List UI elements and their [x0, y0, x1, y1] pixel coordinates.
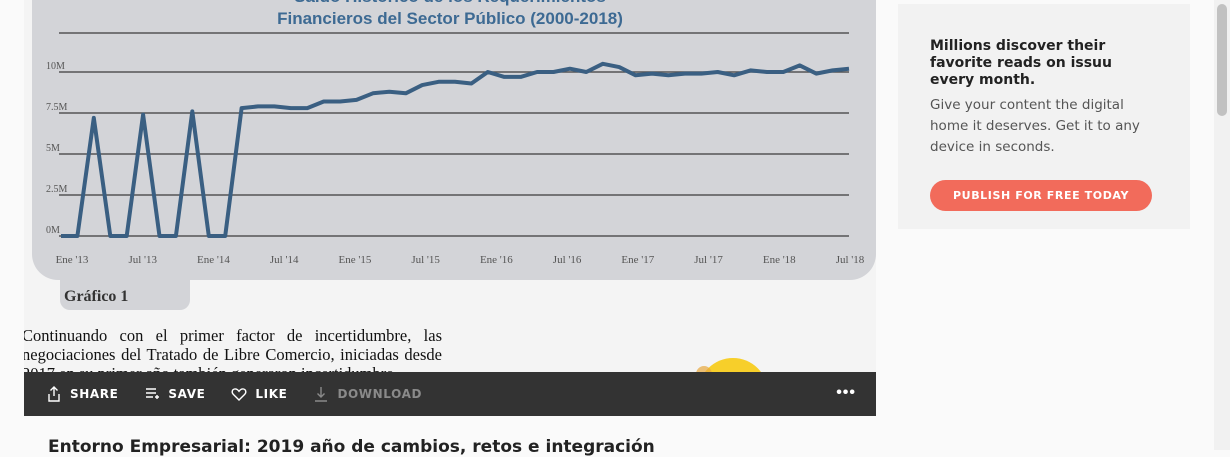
body-paragraph: Continuando con el primer factor de ince…	[24, 326, 442, 372]
x-tick-label: Ene '17	[621, 254, 654, 266]
like-label: LIKE	[255, 387, 288, 401]
like-button[interactable]: LIKE	[231, 386, 287, 402]
share-icon	[48, 386, 60, 402]
y-tick-label: 7.5M	[46, 102, 68, 113]
save-icon	[146, 388, 160, 399]
download-icon	[315, 387, 328, 402]
decorative-dot	[696, 366, 712, 372]
promo-body: Give your content the digital home it de…	[930, 97, 1140, 155]
figure-tab	[60, 278, 190, 310]
x-tick-label: Jul '16	[553, 254, 582, 266]
chart-title: Saldo Histórico de los Requerimientos Fi…	[24, 0, 876, 30]
document-toolbar: SHARE SAVE LIKE DOWNLOAD •••	[24, 372, 876, 416]
document-title: Entorno Empresarial: 2019 año de cambios…	[48, 437, 655, 457]
y-tick-label: 5M	[46, 143, 60, 154]
download-label: DOWNLOAD	[337, 387, 423, 401]
promo-heading: Millions discover their favorite reads o…	[930, 38, 1112, 88]
x-tick-label: Jul '13	[128, 254, 157, 266]
document-viewer: Saldo Histórico de los Requerimientos Fi…	[24, 0, 876, 457]
scrollbar-thumb[interactable]	[1217, 4, 1227, 116]
y-tick-label: 0M	[46, 225, 60, 236]
y-tick-label: 10M	[46, 61, 65, 72]
x-tick-label: Ene '13	[56, 254, 89, 266]
x-tick-label: Jul '15	[411, 254, 440, 266]
x-tick-label: Jul '18	[836, 254, 865, 266]
document-page: Saldo Histórico de los Requerimientos Fi…	[24, 0, 876, 372]
x-tick-label: Ene '14	[197, 254, 230, 266]
series-line	[61, 61, 850, 238]
download-button[interactable]: DOWNLOAD	[313, 386, 422, 402]
x-tick-label: Ene '16	[480, 254, 513, 266]
chart-title-line1: Saldo Histórico de los Requerimientos	[24, 0, 876, 8]
chart-card	[32, 0, 876, 280]
publish-promo-card: Millions discover their favorite reads o…	[898, 4, 1190, 229]
heart-icon	[231, 388, 247, 401]
line-chart: 0M 2.5M 5M 7.5M 10M Ene '13 Jul '13 Ene '14 Jul …	[46, 32, 865, 266]
page-scrollbar[interactable]	[1214, 0, 1230, 450]
x-tick-label: Jul '17	[694, 254, 723, 266]
x-tick-label: Jul '14	[270, 254, 299, 266]
publish-button[interactable]: PUBLISH FOR FREE TODAY	[930, 180, 1153, 211]
figure-label: Gráfico 1	[64, 288, 129, 305]
y-tick-label: 2.5M	[46, 184, 68, 195]
save-label: SAVE	[168, 387, 206, 401]
share-button[interactable]: SHARE	[46, 386, 118, 402]
save-button[interactable]: SAVE	[144, 386, 205, 402]
more-options-button[interactable]: •••	[836, 384, 856, 401]
x-tick-label: Ene '18	[763, 254, 796, 266]
share-label: SHARE	[70, 387, 119, 401]
chart-title-line2: Financieros del Sector Público (2000-201…	[277, 9, 623, 28]
x-tick-label: Ene '15	[338, 254, 371, 266]
